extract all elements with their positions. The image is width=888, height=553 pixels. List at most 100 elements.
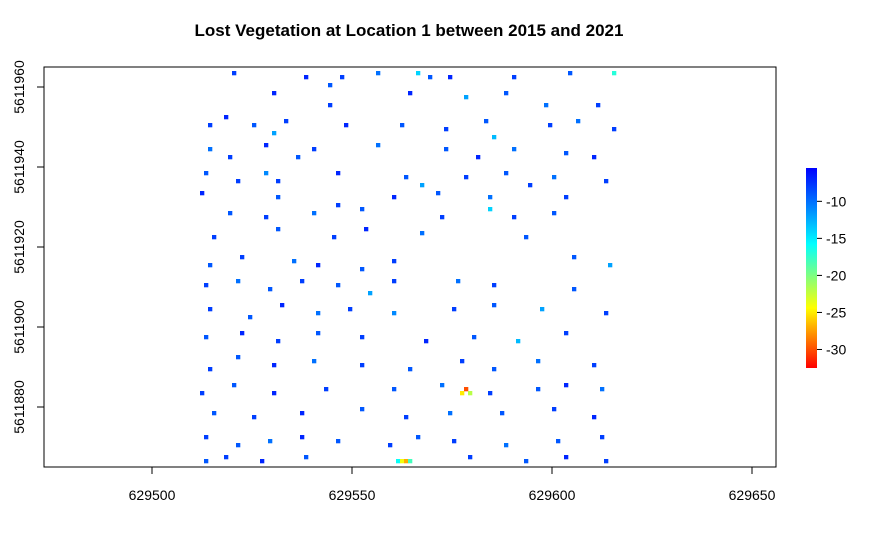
raster-cell — [332, 235, 337, 240]
raster-cell — [204, 335, 209, 340]
raster-cell — [240, 331, 245, 336]
raster-cell — [592, 155, 597, 160]
x-tick-label: 629600 — [529, 487, 576, 503]
raster-cell — [292, 259, 297, 264]
legend-ticks: -10 -15 -20 -25 -30 — [817, 193, 846, 357]
raster-cell — [212, 235, 217, 240]
raster-cell — [448, 75, 453, 80]
raster-cell — [208, 263, 213, 268]
raster-cell — [428, 75, 433, 80]
raster-cell — [272, 391, 277, 396]
raster-cell — [416, 435, 421, 440]
raster-cell — [276, 179, 281, 184]
raster-cell — [552, 175, 557, 180]
raster-cell — [576, 119, 581, 124]
raster-cell — [344, 123, 349, 128]
raster-cell — [280, 303, 285, 308]
raster-cell — [552, 407, 557, 412]
raster-cell — [324, 387, 329, 392]
x-tick-label: 629650 — [729, 487, 776, 503]
raster-cell — [448, 411, 453, 416]
legend-color-bar — [806, 168, 817, 368]
raster-cell — [304, 75, 309, 80]
raster-cell — [544, 103, 549, 108]
raster-cell — [476, 155, 481, 160]
legend-tick-label: -20 — [826, 267, 846, 283]
raster-cell — [488, 195, 493, 200]
raster-cell — [204, 283, 209, 288]
raster-cell — [304, 455, 309, 460]
raster-cell — [236, 443, 241, 448]
raster-cell — [336, 171, 341, 176]
raster-cell — [316, 331, 321, 336]
raster-cell — [252, 123, 257, 128]
raster-cell — [524, 459, 529, 464]
chart-title: Lost Vegetation at Location 1 between 20… — [195, 21, 624, 40]
raster-cell — [444, 127, 449, 132]
raster-cell — [264, 143, 269, 148]
raster-cell — [604, 179, 609, 184]
raster-cell — [552, 211, 557, 216]
raster-cell — [612, 71, 617, 76]
raster-cell — [408, 459, 413, 464]
raster-cell — [504, 443, 509, 448]
raster-cell — [276, 195, 281, 200]
raster-cell — [548, 123, 553, 128]
raster-cell — [208, 147, 213, 152]
raster-cell — [460, 391, 465, 396]
raster-cell — [316, 311, 321, 316]
raster-cell — [260, 459, 265, 464]
raster-cell — [536, 359, 541, 364]
raster-cell — [608, 263, 613, 268]
raster-cell — [276, 339, 281, 344]
raster-cell — [472, 335, 477, 340]
raster-cell — [368, 291, 373, 296]
raster-cell — [204, 171, 209, 176]
plot-frame — [43, 66, 777, 468]
raster-cell — [336, 439, 341, 444]
raster-cell — [300, 411, 305, 416]
raster-cell — [204, 459, 209, 464]
raster-cell — [300, 279, 305, 284]
raster-cell — [232, 71, 237, 76]
raster-cell — [336, 203, 341, 208]
raster-cell — [236, 179, 241, 184]
raster-cell — [272, 363, 277, 368]
y-tick-label: 5611920 — [11, 220, 27, 274]
raster-cell — [392, 279, 397, 284]
raster-cell — [388, 443, 393, 448]
raster-cell — [612, 127, 617, 132]
raster-cell — [400, 123, 405, 128]
raster-cell — [252, 415, 257, 420]
raster-cell — [392, 195, 397, 200]
raster-cell — [604, 311, 609, 316]
raster-cell — [316, 263, 321, 268]
raster-cell — [404, 459, 409, 464]
raster-cell — [572, 287, 577, 292]
raster-cell — [492, 367, 497, 372]
raster-cell — [300, 435, 305, 440]
raster-cell — [444, 147, 449, 152]
raster-cell — [360, 407, 365, 412]
color-legend: -10 -15 -20 -25 -30 — [806, 168, 846, 368]
raster-cell — [376, 143, 381, 148]
raster-cell — [512, 75, 517, 80]
raster-cell — [504, 91, 509, 96]
y-tick-label: 5611880 — [11, 380, 27, 434]
y-tick-label: 5611940 — [11, 140, 27, 194]
raster-cell — [236, 279, 241, 284]
raster-cell — [200, 191, 205, 196]
raster-cell — [404, 175, 409, 180]
raster-cell — [512, 215, 517, 220]
raster-cell — [224, 455, 229, 460]
raster-cell — [208, 307, 213, 312]
raster-cell — [572, 255, 577, 260]
raster-cell — [212, 411, 217, 416]
raster-cell — [564, 151, 569, 156]
raster-cell — [328, 103, 333, 108]
raster-cell — [224, 115, 229, 120]
raster-cell — [204, 435, 209, 440]
raster-cell — [392, 387, 397, 392]
raster-cell — [208, 367, 213, 372]
raster-cell — [516, 339, 521, 344]
